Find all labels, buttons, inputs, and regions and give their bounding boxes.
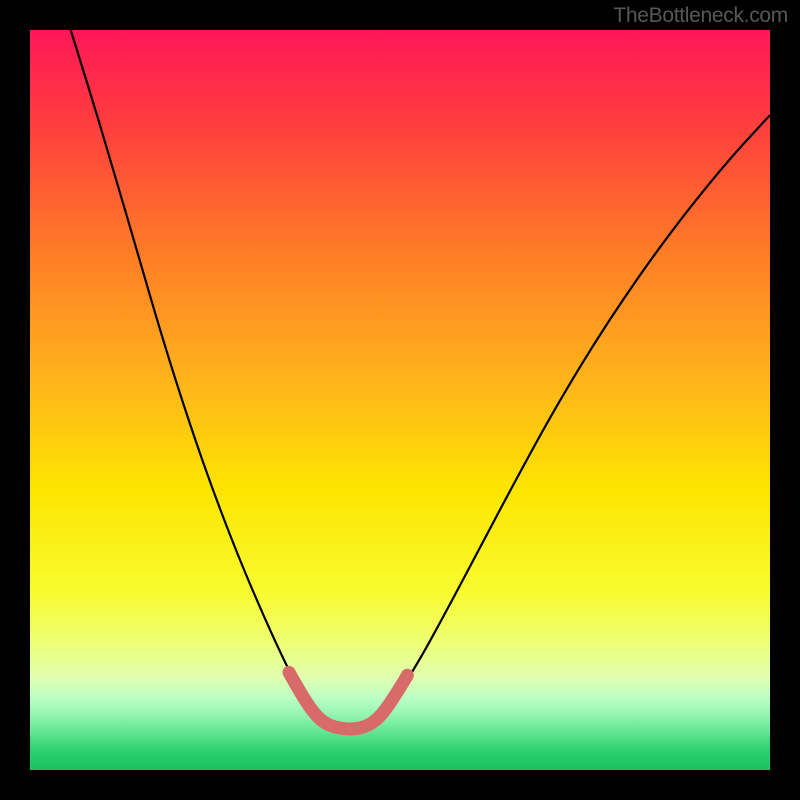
chart-container: [0, 0, 800, 800]
watermark-text: TheBottleneck.com: [613, 4, 788, 28]
bottleneck-curve-chart: [0, 0, 800, 800]
gradient-background: [30, 30, 770, 770]
